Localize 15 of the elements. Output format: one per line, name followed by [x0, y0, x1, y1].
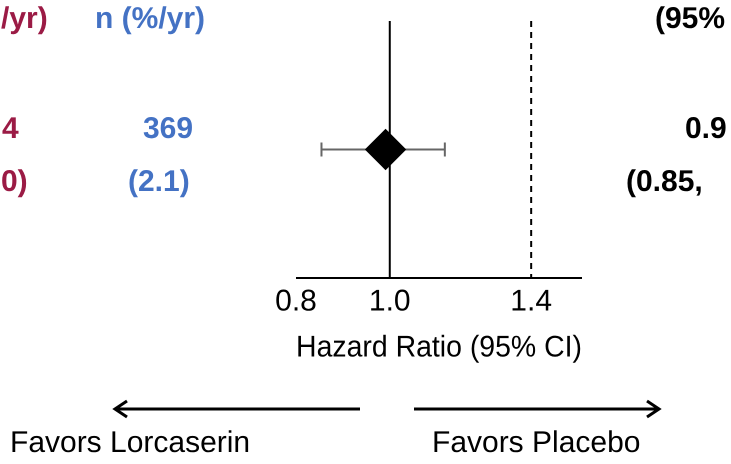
text: Favors Lorcaserin: [10, 426, 250, 460]
text: 0): [1, 165, 28, 199]
x-tick-label: 1.0: [368, 284, 411, 318]
x-tick-label: 0.8: [275, 284, 317, 318]
x-tick-label: 1.4: [510, 284, 552, 318]
text: /yr): [1, 2, 48, 36]
text: n (%/yr): [95, 2, 206, 36]
text: 0.9: [685, 112, 727, 146]
x-axis-title: Hazard Ratio (95% CI): [296, 330, 582, 364]
text: 4: [2, 112, 19, 146]
text: (0.85,: [626, 165, 703, 199]
text: Favors Placebo: [432, 426, 640, 460]
text: 369: [143, 112, 194, 146]
text: (2.1): [128, 165, 190, 199]
text: (95%: [655, 2, 726, 36]
